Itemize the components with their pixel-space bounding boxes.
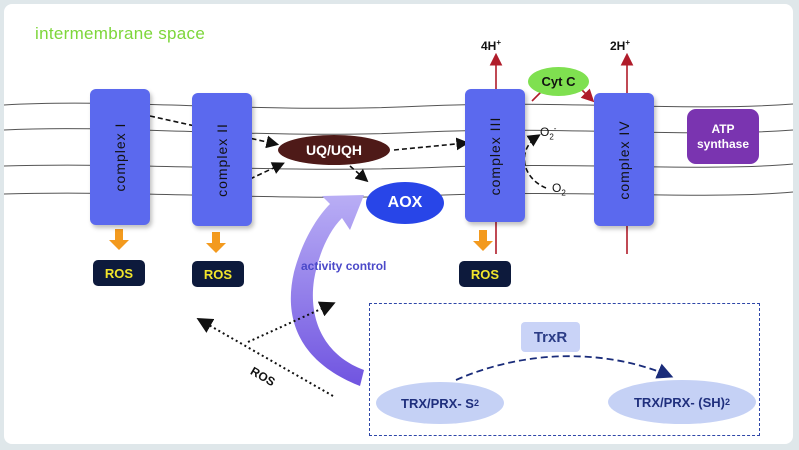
- trx-reduction-arrow: [455, 355, 674, 381]
- trx-reduced: TRX/PRX- (SH) 2: [608, 380, 756, 424]
- ros-box-complex-1: ROS: [93, 260, 145, 286]
- ros-release-arrows: [109, 229, 493, 253]
- activity-control-arrow: [290, 195, 364, 386]
- complex-2: complex II: [192, 93, 252, 226]
- trx-system-box: [369, 303, 760, 436]
- diagram-canvas: intermembrane space complex I complex II…: [4, 4, 793, 444]
- trxr-badge: TrxR: [521, 322, 580, 352]
- complex-3-label: complex III: [487, 116, 503, 195]
- ros-box-complex-2: ROS: [192, 261, 244, 287]
- complex-1-label: complex I: [112, 122, 128, 192]
- intermembrane-space-label: intermembrane space: [35, 24, 206, 43]
- cytochrome-c: Cyt C: [528, 67, 589, 96]
- complex-2-label: complex II: [214, 122, 230, 197]
- complex-1: complex I: [90, 89, 150, 225]
- ubiquinone-pool: UQ/UQH: [278, 135, 390, 165]
- complex-4: complex IV: [594, 93, 654, 226]
- proton-label-2h: 2H+: [610, 38, 631, 53]
- superoxide-label: O2-: [540, 124, 557, 142]
- ros-dotted-arrows: [196, 301, 336, 397]
- alternative-oxidase: AOX: [366, 182, 444, 224]
- complex-4-label: complex IV: [616, 119, 632, 200]
- complex-3: complex III: [465, 89, 525, 222]
- activity-control-label: activity control: [301, 259, 387, 273]
- proton-label-4h: 4H+: [481, 38, 502, 53]
- atp-synthase: ATP synthase: [687, 109, 759, 164]
- ros-box-complex-3: ROS: [459, 261, 511, 287]
- oxygen-label: O2: [552, 181, 566, 198]
